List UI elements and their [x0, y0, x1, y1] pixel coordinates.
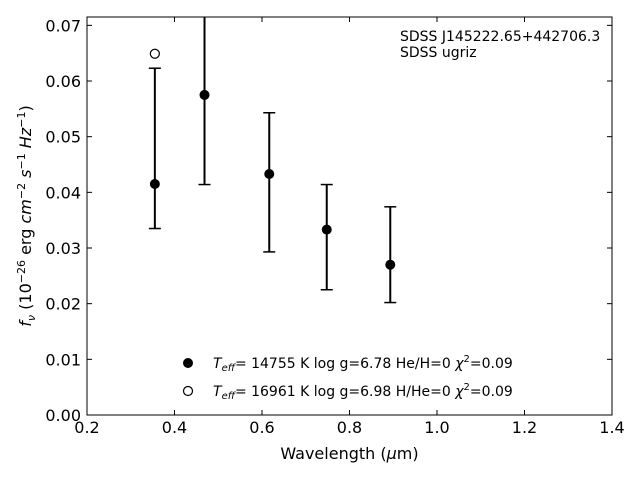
y-tick-label: 0.07 — [45, 16, 81, 35]
x-tick-label: 0.4 — [162, 418, 187, 437]
y-tick-label: 0.06 — [45, 72, 81, 91]
observed-point — [149, 178, 160, 189]
x-axis-ticks: 0.2 0.4 0.6 0.8 1.0 1.2 1.4 — [74, 17, 625, 437]
y-axis-ticks: 0.00 0.01 0.02 0.03 0.04 0.05 0.06 0.07 — [45, 16, 612, 425]
x-axis-label: Wavelength (μm) — [280, 444, 418, 463]
legend-marker-open — [182, 385, 194, 397]
observed-point — [264, 168, 275, 179]
x-tick-label: 0.6 — [249, 418, 274, 437]
legend-entry-open: Teff= 16961 K log g=6.98 H/He=0 χ2=0.09 — [213, 382, 513, 402]
observed-point — [321, 224, 332, 235]
y-axis-label: fν (10−26 erg cm−2 s−1 Hz−1) — [15, 105, 38, 326]
data-points — [149, 48, 396, 270]
y-tick-label: 0.02 — [45, 295, 81, 314]
y-tick-label: 0.01 — [45, 350, 81, 369]
x-tick-label: 1.4 — [599, 418, 624, 437]
y-tick-label: 0.00 — [45, 406, 81, 425]
annotation-object-name: SDSS J145222.65+442706.3 — [400, 29, 600, 45]
annotation: SDSS J145222.65+442706.3 SDSS ugriz — [400, 29, 600, 61]
y-tick-label: 0.05 — [45, 128, 81, 147]
x-tick-label: 1.0 — [424, 418, 449, 437]
y-tick-label: 0.04 — [45, 183, 81, 202]
observed-point — [199, 89, 210, 100]
annotation-filter-set: SDSS ugriz — [400, 45, 477, 61]
x-tick-label: 1.2 — [512, 418, 537, 437]
legend: Teff= 14755 K log g=6.78 He/H=0 χ2=0.09 … — [182, 354, 513, 402]
y-tick-label: 0.03 — [45, 239, 81, 258]
x-tick-label: 0.2 — [74, 418, 99, 437]
x-tick-label: 0.8 — [337, 418, 362, 437]
error-bars — [148, 17, 397, 304]
legend-entry-filled: Teff= 14755 K log g=6.78 He/H=0 χ2=0.09 — [213, 354, 513, 374]
legend-marker-filled — [183, 358, 193, 368]
model-point — [149, 48, 160, 59]
observed-point — [385, 259, 396, 270]
plot-area — [86, 16, 613, 416]
